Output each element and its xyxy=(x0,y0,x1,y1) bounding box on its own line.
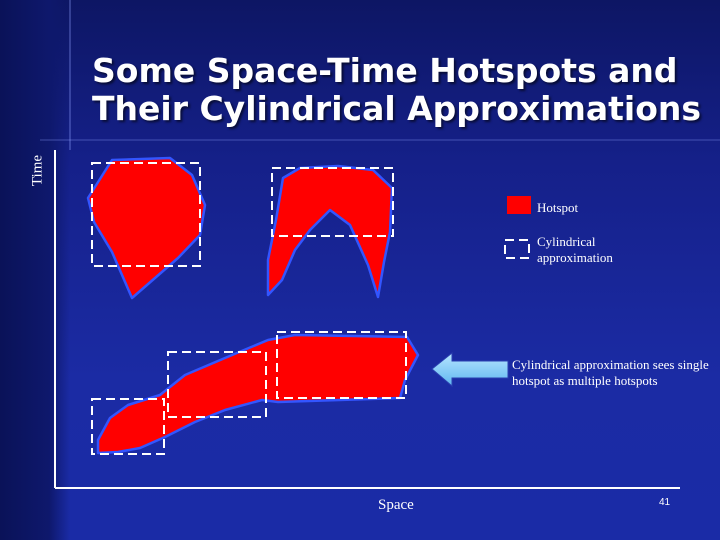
legend-hotspot-swatch xyxy=(507,196,531,214)
cylinder-box-1 xyxy=(91,162,201,267)
time-axis-label: Time xyxy=(29,154,46,187)
title-line-1: Some Space-Time Hotspots and xyxy=(92,51,678,90)
legend-cylinder-label: Cylindrical approximation xyxy=(537,234,613,265)
title-line-2: Their Cylindrical Approximations xyxy=(92,89,702,128)
slide-title: Some Space-Time Hotspots and Their Cylin… xyxy=(92,52,712,128)
cylinder-box-2 xyxy=(271,167,394,237)
annotation-note: Cylindrical approximation sees single ho… xyxy=(512,357,709,388)
cylinder-box-5 xyxy=(276,331,407,399)
left-accent-band xyxy=(0,0,70,540)
arrow-left-icon xyxy=(431,351,509,388)
space-axis-label: Space xyxy=(378,497,414,513)
cylinder-box-4 xyxy=(167,351,267,418)
hotspot-1 xyxy=(86,156,207,300)
hotspot-2 xyxy=(266,164,394,299)
legend-hotspot-label: Hotspot xyxy=(537,200,579,215)
legend-cylinder-swatch xyxy=(504,239,530,259)
page-number: 41 xyxy=(659,497,671,508)
cylinder-box-3 xyxy=(91,398,165,455)
